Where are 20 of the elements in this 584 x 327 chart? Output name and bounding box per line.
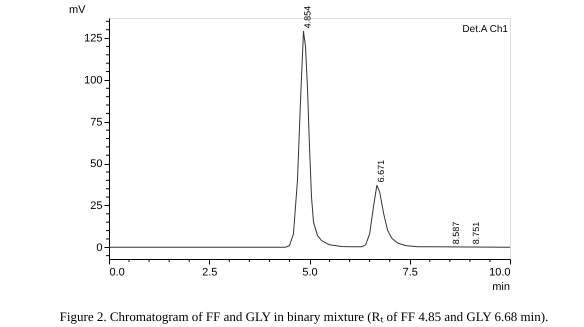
y-tick-label: 125: [84, 32, 102, 45]
x-tick-label: 5.0: [302, 266, 318, 278]
annotation: Det.A Ch1: [462, 24, 508, 35]
y-tick-label: 0: [96, 242, 102, 254]
x-axis-title: min: [492, 281, 510, 293]
y-axis-title: mV: [69, 4, 86, 16]
x-tick-label: 2.5: [202, 266, 218, 278]
line-series: [108, 30, 510, 248]
y-tick-label: 100: [84, 74, 102, 86]
y-tick-label: 25: [90, 200, 102, 212]
y-tick-label: 75: [90, 116, 102, 128]
annotation: 6.671: [376, 160, 386, 182]
x-tick-label: 7.5: [402, 266, 418, 278]
annotation: 4.854: [302, 6, 312, 28]
annotation: 8.587: [450, 222, 461, 244]
caption: Figure 2. Chromatogram of FF and GLY in binary mixture (Rₜ of FF 4.85 and GLY 6.68 min).: [60, 309, 548, 324]
x-tick-label: 10.0: [489, 266, 510, 278]
annotation: 8.751: [470, 222, 481, 244]
x-tick-label: 0.0: [110, 266, 125, 278]
y-tick-label: 50: [90, 158, 102, 170]
